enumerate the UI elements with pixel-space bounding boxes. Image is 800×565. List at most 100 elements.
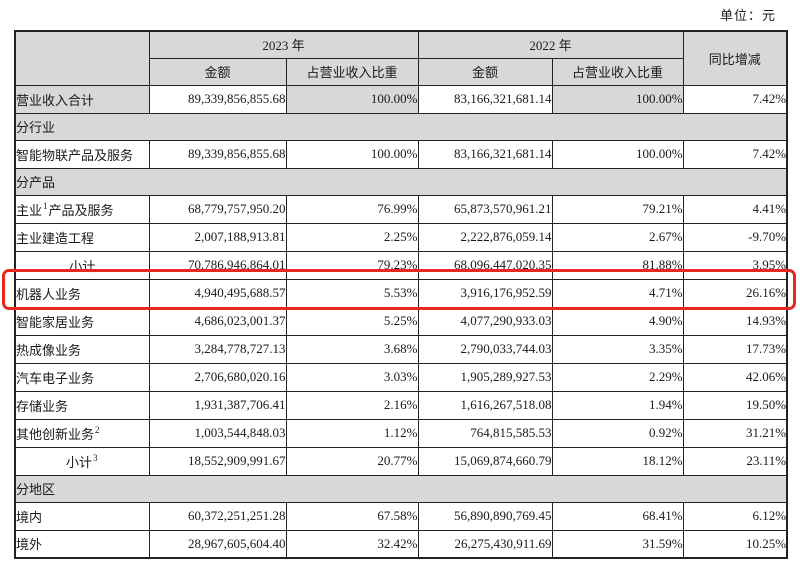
- cell-amount-2022: 2,790,033,744.03: [417, 334, 553, 364]
- cell-share-2023: 5.53%: [285, 278, 419, 308]
- cell-share-2022: 1.94%: [551, 390, 684, 420]
- cell-yoy: -9.70%: [682, 222, 788, 252]
- cell-amount-2022: 1,616,267,518.08: [417, 390, 553, 420]
- cell-share-2022: 4.71%: [551, 278, 684, 308]
- cell-share-2023: 2.25%: [285, 222, 419, 252]
- cell-share-2022: 31.59%: [551, 529, 684, 559]
- row-main-construction: 主业建造工程 2,007,188,913.81 2.25% 2,222,876,…: [14, 222, 788, 252]
- row-subtotal-innovation: 小计3 18,552,909,991.67 20.77% 15,069,874,…: [14, 446, 788, 476]
- cell-yoy: 19.50%: [682, 390, 788, 420]
- cell-yoy: 42.06%: [682, 362, 788, 392]
- revenue-table: 2023 年 2022 年 同比增减 金额 占营业收入比重 金额 占营业收入比重…: [14, 30, 789, 559]
- row-label: 汽车电子业务: [14, 362, 150, 392]
- row-storage-business: 存储业务 1,931,387,706.41 2.16% 1,616,267,51…: [14, 390, 788, 420]
- cell-share-2022: 100.00%: [551, 84, 684, 114]
- cell-yoy: 10.25%: [682, 529, 788, 559]
- cell-share-2022: 68.41%: [551, 501, 684, 531]
- cell-amount-2023: 4,686,023,001.37: [148, 306, 287, 336]
- cell-share-2023: 2.16%: [285, 390, 419, 420]
- cell-amount-2022: 1,905,289,927.53: [417, 362, 553, 392]
- table-container: 2023 年 2022 年 同比增减 金额 占营业收入比重 金额 占营业收入比重…: [14, 30, 789, 559]
- header-amount-2022: 金额: [417, 57, 553, 86]
- row-label: 智能物联产品及服务: [14, 139, 150, 169]
- cell-share-2023: 20.77%: [285, 446, 419, 476]
- unit-label: 单位：元: [719, 8, 776, 23]
- cell-amount-2023: 28,967,605,604.40: [148, 529, 287, 559]
- row-auto-electronics: 汽车电子业务 2,706,680,020.16 3.03% 1,905,289,…: [14, 362, 788, 392]
- row-smart-home: 智能家居业务 4,686,023,001.37 5.25% 4,077,290,…: [14, 306, 788, 336]
- cell-amount-2023: 2,007,188,913.81: [148, 222, 287, 252]
- cell-yoy: 23.11%: [682, 446, 788, 476]
- row-total-revenue: 营业收入合计 89,339,856,855.68 100.00% 83,166,…: [14, 84, 788, 114]
- row-label: 小计: [14, 250, 150, 280]
- cell-share-2023: 3.68%: [285, 334, 419, 364]
- row-section-by-region: 分地区: [14, 474, 788, 503]
- header-share-2023: 占营业收入比重: [285, 57, 419, 86]
- cell-amount-2023: 70,786,946,864.01: [148, 250, 287, 280]
- cell-share-2022: 0.92%: [551, 418, 684, 448]
- row-label: 小计3: [14, 446, 150, 476]
- section-label: 分地区: [14, 474, 788, 503]
- cell-yoy: 7.42%: [682, 139, 788, 169]
- cell-share-2023: 3.03%: [285, 362, 419, 392]
- cell-share-2023: 1.12%: [285, 418, 419, 448]
- cell-yoy: 26.16%: [682, 278, 788, 308]
- cell-amount-2023: 18,552,909,991.67: [148, 446, 287, 476]
- row-main-products-services: 主业1产品及服务 68,779,757,950.20 76.99% 65,873…: [14, 194, 788, 224]
- row-label: 存储业务: [14, 390, 150, 420]
- cell-share-2022: 4.90%: [551, 306, 684, 336]
- cell-amount-2022: 15,069,874,660.79: [417, 446, 553, 476]
- cell-share-2023: 32.42%: [285, 529, 419, 559]
- row-subtotal-main: 小计 70,786,946,864.01 79.23% 68,096,447,0…: [14, 250, 788, 280]
- cell-amount-2023: 60,372,251,251.28: [148, 501, 287, 531]
- cell-amount-2022: 56,890,890,769.45: [417, 501, 553, 531]
- row-label: 其他创新业务2: [14, 418, 150, 448]
- section-label: 分行业: [14, 112, 788, 141]
- section-label: 分产品: [14, 167, 788, 196]
- cell-amount-2022: 83,166,321,681.14: [417, 84, 553, 114]
- row-label: 主业建造工程: [14, 222, 150, 252]
- cell-amount-2023: 68,779,757,950.20: [148, 194, 287, 224]
- cell-yoy: 14.93%: [682, 306, 788, 336]
- cell-share-2023: 5.25%: [285, 306, 419, 336]
- cell-amount-2023: 1,931,387,706.41: [148, 390, 287, 420]
- header-empty-cell: [14, 30, 150, 86]
- footnote-mark: 3: [93, 453, 98, 464]
- cell-share-2023: 67.58%: [285, 501, 419, 531]
- row-label: 机器人业务: [14, 278, 150, 308]
- footnote-mark: 2: [95, 425, 100, 436]
- cell-share-2023: 79.23%: [285, 250, 419, 280]
- header-row-metrics: 金额 占营业收入比重 金额 占营业收入比重: [15, 57, 787, 86]
- header-year-2023: 2023 年: [148, 30, 419, 59]
- row-label: 智能家居业务: [14, 306, 150, 336]
- cell-yoy: 7.42%: [682, 84, 788, 114]
- cell-yoy: 17.73%: [682, 334, 788, 364]
- cell-amount-2022: 764,815,585.53: [417, 418, 553, 448]
- cell-yoy: 31.21%: [682, 418, 788, 448]
- header-share-2022: 占营业收入比重: [551, 57, 684, 86]
- cell-amount-2023: 3,284,778,727.13: [148, 334, 287, 364]
- row-label: 热成像业务: [14, 334, 150, 364]
- cell-amount-2023: 89,339,856,855.68: [148, 84, 287, 114]
- row-other-innovation: 其他创新业务2 1,003,544,848.03 1.12% 764,815,5…: [14, 418, 788, 448]
- cell-share-2022: 2.67%: [551, 222, 684, 252]
- row-section-by-product: 分产品: [14, 167, 788, 196]
- cell-share-2022: 81.88%: [551, 250, 684, 280]
- cell-share-2023: 100.00%: [285, 139, 419, 169]
- cell-yoy: 4.41%: [682, 194, 788, 224]
- cell-amount-2023: 89,339,856,855.68: [148, 139, 287, 169]
- row-section-by-industry: 分行业: [14, 112, 788, 141]
- header-year-2022: 2022 年: [417, 30, 684, 59]
- cell-share-2023: 76.99%: [285, 194, 419, 224]
- cell-amount-2022: 4,077,290,933.03: [417, 306, 553, 336]
- row-label: 营业收入合计: [14, 84, 150, 114]
- row-label: 境外: [14, 529, 150, 559]
- header-amount-2023: 金额: [148, 57, 287, 86]
- row-label: 境内: [14, 501, 150, 531]
- cell-amount-2023: 1,003,544,848.03: [148, 418, 287, 448]
- cell-share-2022: 100.00%: [551, 139, 684, 169]
- cell-yoy: 3.95%: [682, 250, 788, 280]
- header-yoy: 同比增减: [682, 30, 788, 86]
- footnote-mark: 1: [43, 201, 48, 212]
